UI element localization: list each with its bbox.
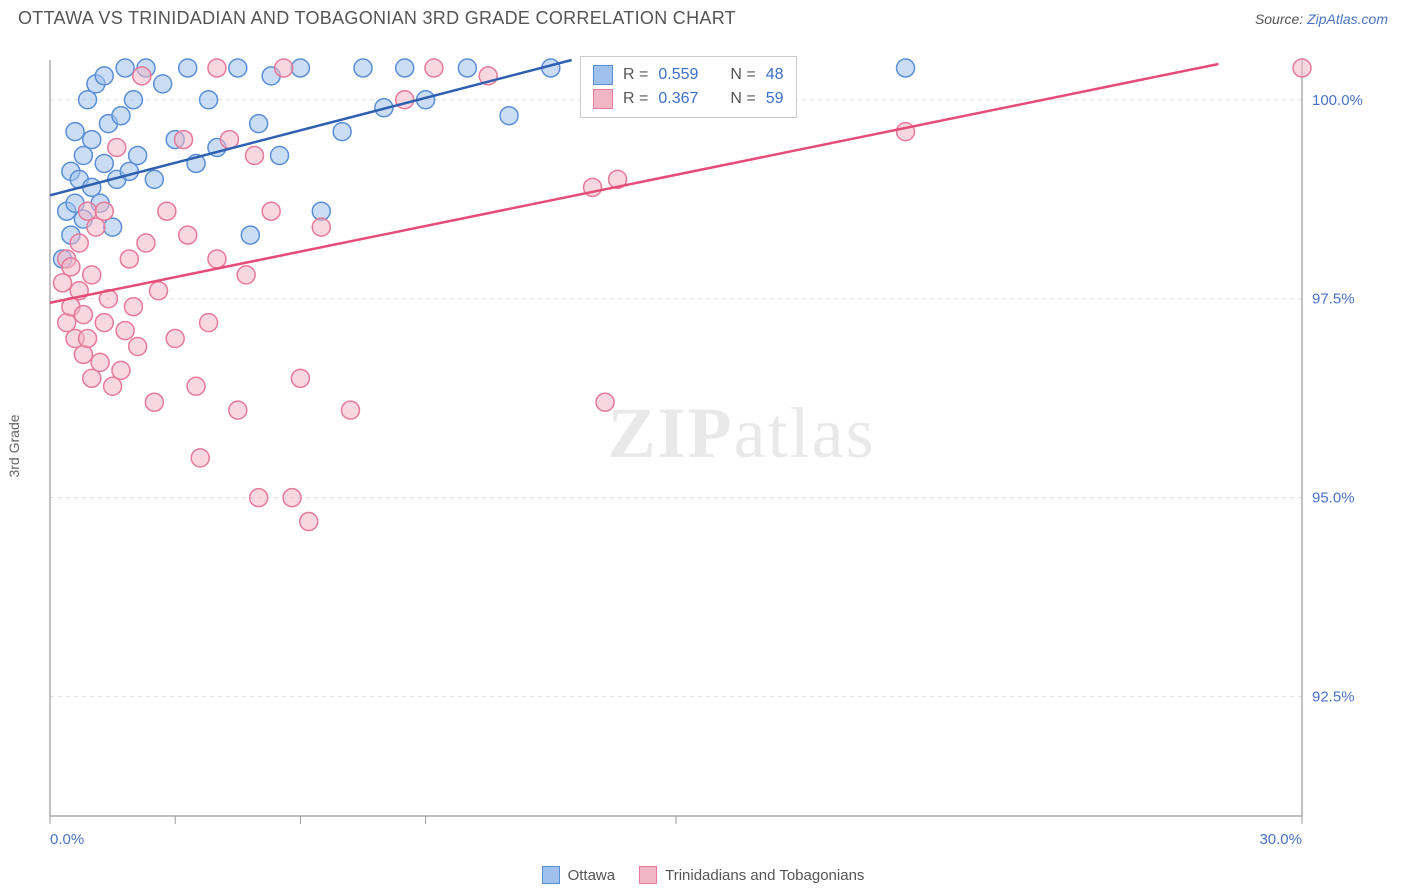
r-label: R = [623, 63, 648, 87]
legend-label: Trinidadians and Tobagonians [665, 867, 864, 884]
r-value: 0.559 [658, 63, 698, 87]
r-label: R = [623, 87, 648, 111]
scatter-plot-svg: 92.5% 95.0% 97.5% 100.0% 0.0% 30.0% [44, 56, 1386, 856]
n-label: N = [730, 63, 755, 87]
n-label: N = [730, 87, 755, 111]
correlation-legend-row: R = 0.559 N = 48 [593, 63, 784, 87]
legend-item: Ottawa [542, 866, 616, 884]
correlation-legend-row: R = 0.367 N = 59 [593, 87, 784, 111]
chart-header: OTTAWA VS TRINIDADIAN AND TOBAGONIAN 3RD… [0, 0, 1406, 39]
legend-swatch [593, 89, 613, 109]
series-legend: Ottawa Trinidadians and Tobagonians [0, 866, 1406, 884]
legend-label: Ottawa [568, 867, 616, 884]
n-value: 48 [766, 63, 784, 87]
chart-area: 92.5%95.0%97.5%100.0%0.0%30.0% ZIPatlas … [44, 56, 1386, 856]
legend-item: Trinidadians and Tobagonians [639, 866, 864, 884]
svg-text:0.0%: 0.0% [50, 831, 84, 848]
svg-text:100.0%: 100.0% [1312, 92, 1363, 109]
correlation-legend-box: R = 0.559 N = 48 R = 0.367 N = 59 [580, 56, 797, 118]
svg-text:30.0%: 30.0% [1259, 831, 1302, 848]
legend-swatch [593, 65, 613, 85]
n-value: 59 [766, 87, 784, 111]
legend-swatch [542, 866, 560, 884]
source-link[interactable]: ZipAtlas.com [1307, 11, 1388, 27]
svg-text:92.5%: 92.5% [1312, 689, 1355, 706]
chart-title: OTTAWA VS TRINIDADIAN AND TOBAGONIAN 3RD… [18, 8, 736, 29]
legend-swatch [639, 866, 657, 884]
svg-text:97.5%: 97.5% [1312, 291, 1355, 308]
source-prefix: Source: [1255, 11, 1307, 27]
y-axis-title: 3rd Grade [6, 414, 22, 477]
source-credit: Source: ZipAtlas.com [1255, 11, 1388, 27]
r-value: 0.367 [658, 87, 698, 111]
svg-text:95.0%: 95.0% [1312, 490, 1355, 507]
